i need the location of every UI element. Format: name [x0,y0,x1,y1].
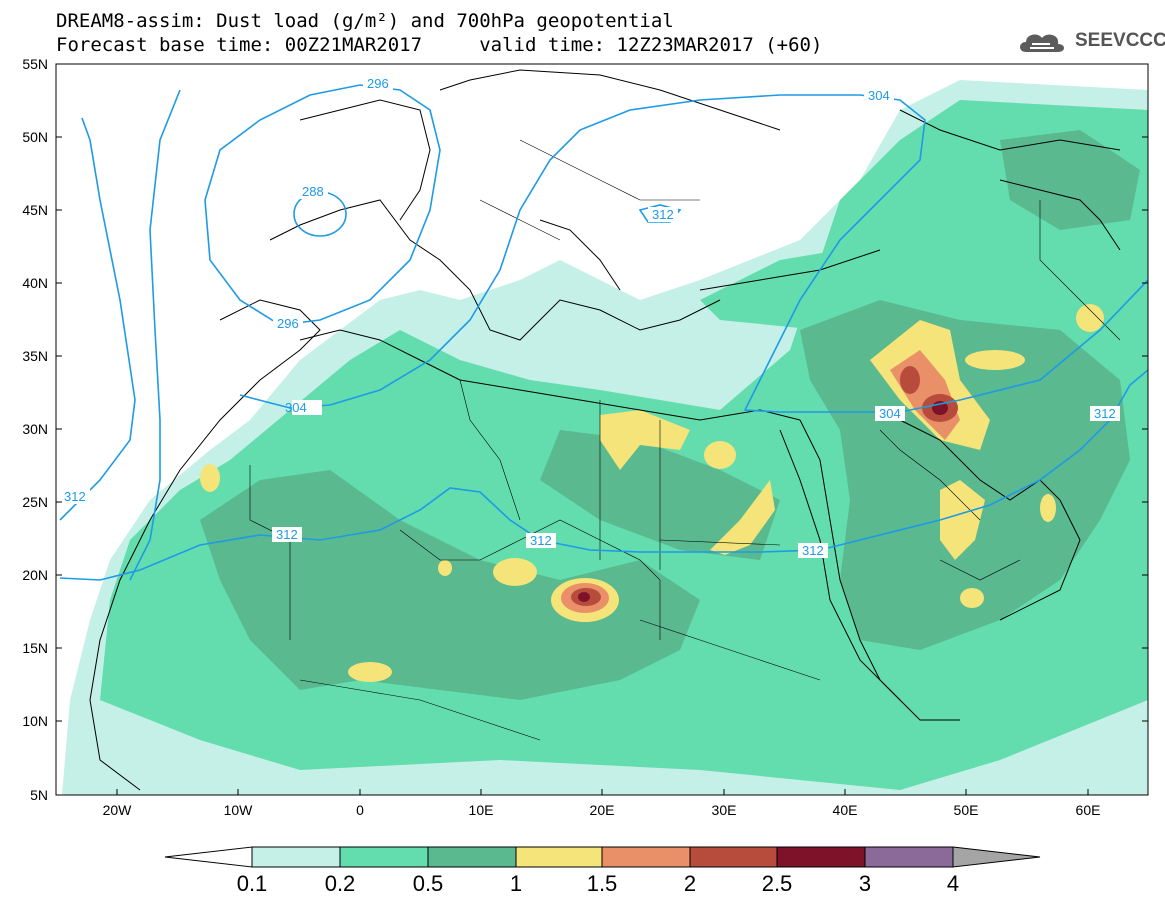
logo-text: SEEVCCC [1075,30,1165,51]
lat-label: 55N [22,56,48,72]
colorbar-label: 3 [858,871,872,896]
map-title: DREAM8-assim: Dust load (g/m²) and 700hP… [56,10,674,32]
lon-label: 10W [224,802,254,818]
contour-label: 312 [802,543,824,558]
colorbar-high-arrow [952,846,1041,868]
lat-axis: 55N 50N 45N 40N 35N 30N 25N 20N 15N 10N … [22,56,48,803]
contour-label: 304 [879,406,901,421]
colorbar-swatch [515,846,603,868]
lon-label: 20E [590,802,615,818]
contour-label: 312 [64,489,86,504]
contour-label: 296 [277,316,299,331]
coastlines [89,69,1121,791]
contour-label: 312 [530,533,552,548]
lat-label: 25N [22,494,48,510]
contour-label: 312 [276,527,298,542]
forecast-time-subtitle: Forecast base time: 00Z21MAR2017 valid t… [56,34,823,56]
contour-label: 304 [285,400,307,415]
colorbar-swatch [251,846,341,868]
colorbar-label: 1.5 [586,871,618,896]
contour-label: 312 [652,207,674,222]
cloud-logo-icon [1020,34,1064,52]
lat-label: 10N [22,713,48,729]
contour-labels: 296 304 288 312 296 304 304 312 312 312 … [60,76,1120,558]
lon-label: 40E [833,802,858,818]
lon-label: 10E [469,802,494,818]
lat-label: 45N [22,202,48,218]
contour-label: 312 [1094,406,1116,421]
lat-label: 5N [30,787,48,803]
lon-label: 60E [1076,802,1101,818]
colorbar-swatch [427,846,517,868]
lon-label: 50E [954,802,979,818]
colorbar-swatch [339,846,429,868]
colorbar-label: 0.1 [236,871,268,896]
colorbar-label: 0.2 [324,871,356,896]
colorbar-swatch [689,846,778,868]
colorbar [164,846,1041,868]
colorbar-swatch [864,846,954,868]
colorbar-low-arrow [164,846,253,868]
colorbar-swatch [601,846,691,868]
contour-label: 288 [302,184,324,199]
country-borders [249,139,1121,741]
contour-label: 304 [868,88,890,103]
lat-label: 30N [22,421,48,437]
colorbar-label: 0.5 [412,871,444,896]
colorbar-label: 2 [683,871,697,896]
lat-label: 35N [22,348,48,364]
lat-label: 50N [22,129,48,145]
dust-area-2 [571,366,958,606]
lon-label: 20W [103,802,133,818]
colorbar-label: 4 [946,871,960,896]
lon-label: 0 [356,802,364,818]
contour-label: 296 [367,76,389,91]
lon-axis: 20W 10W 0 10E 20E 30E 40E 50E 60E [103,802,1101,818]
lon-label: 30E [712,802,737,818]
colorbar-label: 1 [509,871,523,896]
lat-label: 40N [22,275,48,291]
lat-label: 20N [22,567,48,583]
colorbar-swatch [776,846,866,868]
colorbar-label: 2.5 [761,871,793,896]
lat-label: 15N [22,640,48,656]
